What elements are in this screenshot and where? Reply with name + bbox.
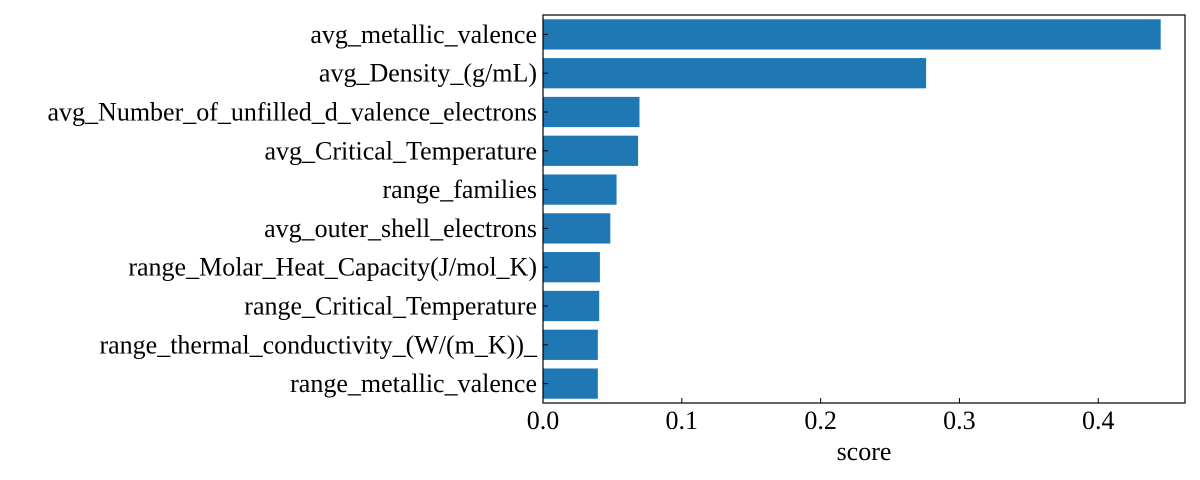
bar	[543, 174, 617, 205]
bar	[543, 252, 600, 283]
x-tick-label: 0.0	[527, 406, 560, 435]
category-label: range_thermal_conductivity_(W/(m_K))_	[99, 330, 538, 359]
plot-frame	[542, 14, 1186, 404]
bars-group	[543, 19, 1161, 399]
category-label: range_Molar_Heat_Capacity(J/mol_K)	[128, 253, 537, 282]
category-labels: avg_metallic_valence avg_Density_(g/mL)av…	[48, 20, 548, 398]
category-label: range_Critical_Temperature	[244, 292, 537, 321]
category-label: range_families	[383, 175, 538, 204]
bar	[543, 368, 598, 399]
x-tick-label: 0.4	[1082, 406, 1115, 435]
bar	[543, 213, 611, 244]
x-axis-title: score	[837, 437, 892, 466]
bar	[543, 96, 640, 128]
bar	[543, 290, 600, 322]
category-label: avg_metallic_valence	[310, 20, 537, 49]
bar	[543, 19, 1161, 50]
bar	[543, 58, 927, 89]
category-label: avg_Number_of_unfilled_d_valence_electro…	[48, 98, 538, 127]
x-tick-label: 0.3	[943, 406, 976, 435]
category-label: avg_outer_shell_electrons	[264, 214, 537, 243]
category-label: avg_Critical_Temperature	[264, 136, 537, 165]
x-tick-label: 0.2	[804, 406, 837, 435]
x-tick-label: 0.1	[666, 406, 699, 435]
category-label: range_metallic_valence	[290, 369, 537, 398]
category-label: avg_Density_(g/mL)	[319, 59, 537, 88]
x-axis-ticks: 0.0 0.1 0.2 0.3 0.4	[527, 398, 1115, 435]
bar	[543, 329, 598, 360]
bar	[543, 135, 639, 166]
